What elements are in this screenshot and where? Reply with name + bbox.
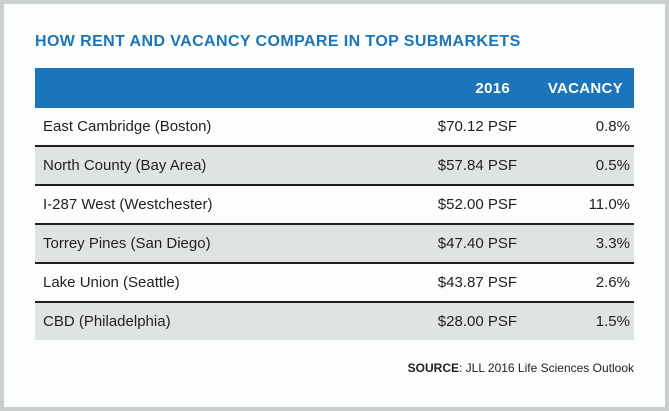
submarket-name: East Cambridge (Boston) — [43, 118, 212, 135]
submarket-name: CBD (Philadelphia) — [43, 313, 171, 330]
rent-value: $70.12 PSF — [437, 118, 517, 135]
vacancy-value: 11.0% — [588, 196, 630, 213]
rent-value: $52.00 PSF — [437, 196, 517, 213]
source-text: : JLL 2016 Life Sciences Outlook — [459, 361, 634, 375]
header-vacancy: VACANCY — [547, 79, 623, 97]
table-row: CBD (Philadelphia) $28.00 PSF 1.5% — [35, 303, 634, 340]
submarket-name: North County (Bay Area) — [43, 157, 207, 174]
source-credit: SOURCE: JLL 2016 Life Sciences Outlook — [408, 361, 634, 375]
page-title: HOW RENT AND VACANCY COMPARE IN TOP SUBM… — [35, 33, 521, 50]
submarket-name: Lake Union (Seattle) — [43, 274, 180, 291]
submarket-name: I-287 West (Westchester) — [43, 196, 213, 213]
vacancy-value: 2.6% — [595, 274, 630, 291]
table-row: Lake Union (Seattle) $43.87 PSF 2.6% — [35, 264, 634, 303]
rent-value: $28.00 PSF — [437, 313, 517, 330]
rent-value: $57.84 PSF — [437, 157, 517, 174]
header-2016-rent: 2016 — [475, 79, 510, 97]
source-label: SOURCE — [407, 361, 459, 375]
vacancy-value: 0.5% — [595, 157, 630, 174]
rent-vacancy-table: 2016 VACANCY East Cambridge (Boston) $70… — [35, 68, 634, 340]
table-row: I-287 West (Westchester) $52.00 PSF 11.0… — [35, 186, 634, 225]
submarket-name: Torrey Pines (San Diego) — [43, 235, 211, 252]
rent-value: $43.87 PSF — [437, 274, 517, 291]
rent-value: $47.40 PSF — [437, 235, 517, 252]
table-header-row: 2016 VACANCY — [35, 68, 634, 108]
table-row: East Cambridge (Boston) $70.12 PSF 0.8% — [35, 108, 634, 147]
vacancy-value: 3.3% — [595, 235, 630, 252]
table-row: North County (Bay Area) $57.84 PSF 0.5% — [35, 147, 634, 186]
table-row: Torrey Pines (San Diego) $47.40 PSF 3.3% — [35, 225, 634, 264]
vacancy-value: 0.8% — [595, 118, 630, 135]
vacancy-value: 1.5% — [595, 313, 630, 330]
